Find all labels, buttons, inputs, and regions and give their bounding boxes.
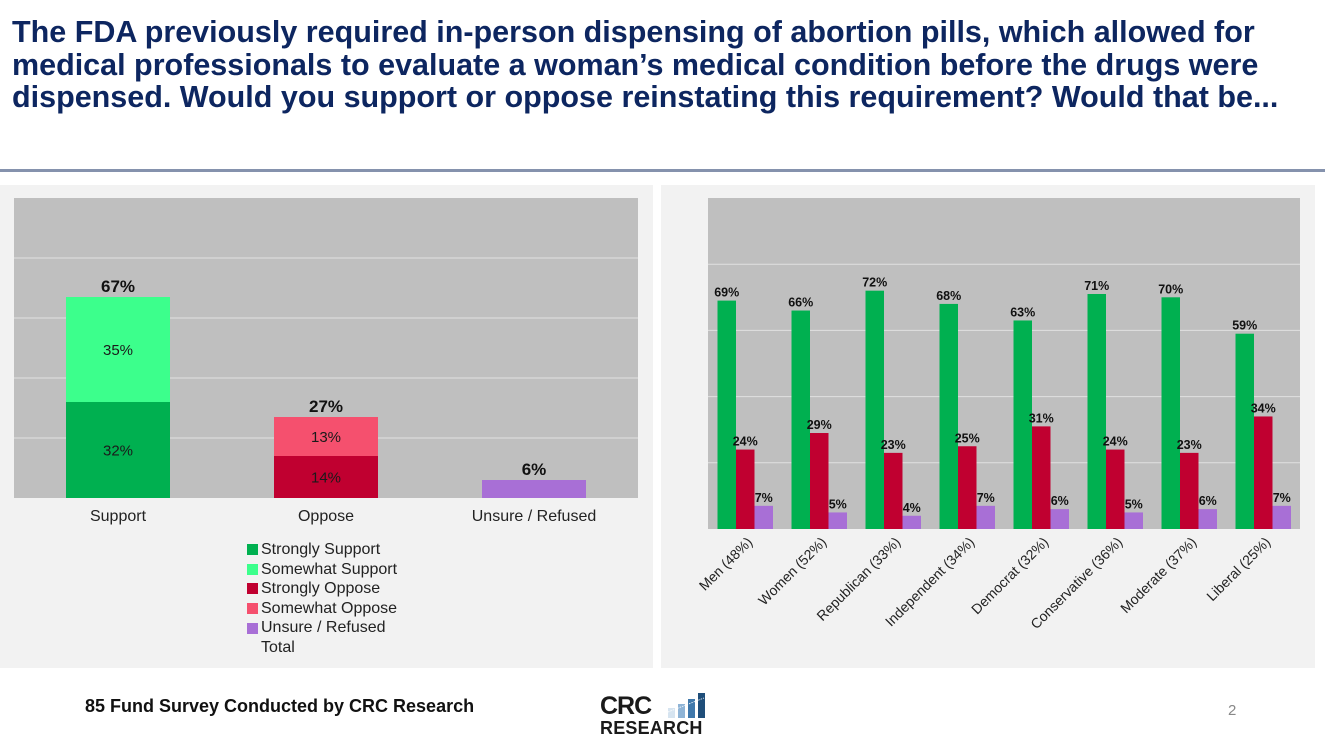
category-label: Oppose: [298, 508, 354, 525]
bar-segment-unsure-refused: [482, 480, 586, 498]
segment-value-label: 14%: [311, 470, 341, 487]
bar-value-label: 71%: [1084, 279, 1109, 293]
bar-oppose: [810, 433, 829, 529]
category-label: Unsure / Refused: [472, 508, 597, 525]
bar-value-label: 4%: [903, 501, 921, 515]
bar-value-label: 66%: [788, 296, 813, 310]
bar-unsure-refused: [1124, 512, 1143, 529]
chart-legend: Strongly Support Somewhat Support Strongly…: [247, 540, 397, 658]
category-label: Women (52%): [755, 534, 829, 608]
bar-unsure-refused: [902, 515, 921, 529]
crc-research-logo: CRC RESEARCH: [598, 692, 728, 740]
legend-label: Somewhat Oppose: [261, 599, 398, 617]
bar-segment-strongly-support: [66, 402, 170, 498]
bar-value-label: 5%: [829, 497, 847, 511]
survey-source: 85 Fund Survey Conducted by CRC Research: [85, 696, 475, 716]
legend-label: Unsure / Refused: [261, 619, 386, 637]
category-label: Democrat (32%): [968, 534, 1051, 617]
bar-oppose: [884, 452, 903, 529]
legend-swatch: [247, 563, 258, 575]
legend-swatch: [247, 622, 258, 634]
bar-value-label: 5%: [1125, 497, 1143, 511]
legend-swatch: [247, 583, 258, 595]
bar-value-label: 24%: [733, 435, 758, 449]
segment-value-label: 32%: [103, 443, 133, 460]
bar-oppose: [1106, 449, 1125, 529]
bar-value-label: 31%: [1029, 411, 1054, 425]
legend-swatch: [247, 544, 258, 556]
legend-item: Total: [247, 638, 397, 658]
bar-value-label: 69%: [714, 286, 739, 300]
bar-support: [1235, 333, 1254, 529]
bar-support: [939, 303, 958, 529]
bar-value-label: 24%: [1103, 435, 1128, 449]
bar-value-label: 34%: [1251, 401, 1276, 415]
bar-unsure-refused: [1272, 505, 1291, 529]
total-value-label: 67%: [101, 277, 135, 296]
segment-value-label: 35%: [103, 342, 133, 359]
category-label: Moderate (37%): [1117, 534, 1199, 616]
legend-label: Strongly Oppose: [261, 580, 381, 598]
logo-text-research: RESEARCH: [600, 718, 703, 738]
slide-title: The FDA previously required in-person di…: [12, 15, 1279, 114]
bar-oppose: [1180, 452, 1199, 529]
bar-segment-somewhat-support: [66, 297, 170, 402]
bar-segment-strongly-oppose: [274, 456, 378, 498]
bar-support: [1013, 320, 1032, 529]
bar-value-label: 29%: [807, 418, 832, 432]
bar-oppose: [736, 449, 755, 529]
legend-item: Strongly Oppose: [247, 579, 397, 599]
bar-oppose: [958, 446, 977, 529]
category-label: Liberal (25%): [1203, 534, 1273, 604]
bar-unsure-refused: [754, 505, 773, 529]
bar-value-label: 72%: [862, 276, 887, 290]
bar-value-label: 7%: [1273, 491, 1291, 505]
bar-value-label: 7%: [977, 491, 995, 505]
bar-chart-logo-icon: [667, 693, 705, 718]
legend-label: Strongly Support: [261, 541, 381, 558]
legend-item: Somewhat Oppose: [247, 599, 397, 619]
bar-value-label: 63%: [1010, 305, 1035, 319]
bar-oppose: [1254, 416, 1273, 529]
bar-support: [865, 290, 884, 529]
bar-unsure-refused: [1198, 509, 1217, 529]
bar-support: [1161, 297, 1180, 529]
bar-support: [717, 300, 736, 529]
bar-support: [1087, 293, 1106, 529]
bar-value-label: 70%: [1158, 282, 1183, 296]
total-value-label: 6%: [522, 460, 547, 479]
legend-item: Unsure / Refused: [247, 618, 397, 638]
total-value-label: 27%: [309, 397, 343, 416]
legend-swatch: [247, 603, 258, 615]
bar-segment-somewhat-oppose: [274, 417, 378, 456]
category-label: Men (48%): [696, 534, 756, 594]
bar-value-label: 6%: [1199, 494, 1217, 508]
legend-item: Somewhat Support: [247, 560, 397, 580]
bar-oppose: [1032, 426, 1051, 529]
segment-value-label: 13%: [311, 429, 341, 446]
bar-value-label: 23%: [881, 438, 906, 452]
page-number: 2: [1228, 702, 1237, 719]
legend-label: Total: [261, 638, 295, 656]
bar-value-label: 25%: [955, 431, 980, 445]
bar-unsure-refused: [976, 505, 995, 529]
title-divider: [0, 169, 1325, 172]
legend-label: Somewhat Support: [261, 560, 398, 578]
bar-support: [791, 310, 810, 529]
bar-value-label: 6%: [1051, 494, 1069, 508]
bar-value-label: 68%: [936, 289, 961, 303]
bar-unsure-refused: [828, 512, 847, 529]
logo-text-crc: CRC: [600, 692, 652, 720]
bar-unsure-refused: [1050, 509, 1069, 529]
bar-value-label: 7%: [755, 491, 773, 505]
bar-value-label: 23%: [1177, 438, 1202, 452]
bar-value-label: 59%: [1232, 319, 1257, 333]
legend-item: Strongly Support: [247, 540, 397, 560]
category-label: Support: [90, 508, 147, 525]
